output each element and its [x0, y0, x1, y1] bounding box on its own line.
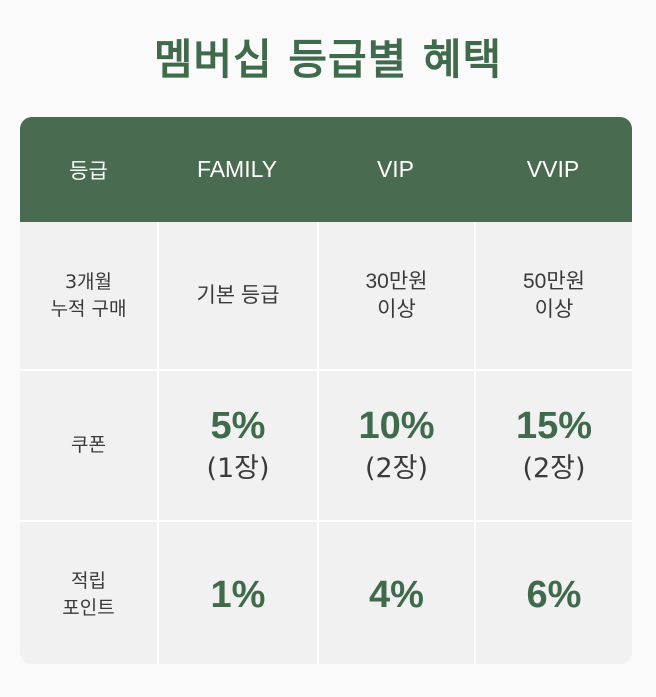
points-label-cell: 적립 포인트 [20, 522, 157, 664]
points-vvip-cell: 6% [474, 522, 632, 664]
points-family-cell: 1% [157, 522, 317, 664]
table-row-coupon: 쿠폰 5% (1장) 10% (2장) 15% (2장) [20, 371, 632, 520]
header-vip: VIP [376, 156, 415, 182]
purchase-label-cell: 3개월 누적 구매 [20, 222, 157, 369]
coupon-family-count: (1장) [206, 452, 270, 484]
coupon-family-percent: 5% [210, 404, 266, 447]
table-row-points: 적립 포인트 1% 4% 6% [20, 522, 632, 664]
membership-benefits-table: 등급 FAMILY VIP VVIP 3개월 누적 구매 기본 등급 30만원 … [20, 117, 632, 664]
table-header-row: 등급 FAMILY VIP VVIP [20, 117, 632, 222]
coupon-vip-percent: 10% [358, 404, 435, 447]
points-label-line1: 적립 [71, 570, 106, 592]
points-vvip-percent: 6% [526, 574, 582, 616]
header-vvip: VVIP [526, 156, 580, 182]
points-label-line2: 포인트 [62, 597, 115, 619]
purchase-vvip-line1: 50만원 [523, 269, 585, 293]
coupon-vip-count: (2장) [364, 452, 429, 484]
coupon-vvip-cell: 15% (2장) [474, 371, 632, 520]
purchase-vvip-cell: 50만원 이상 [474, 222, 632, 369]
purchase-vip-line1: 30만원 [365, 269, 428, 293]
purchase-label-line2: 누적 구매 [50, 297, 127, 320]
purchase-label-line1: 3개월 [64, 270, 113, 293]
purchase-vvip-line2: 이상 [534, 297, 574, 321]
purchase-family-value: 기본 등급 [196, 283, 280, 307]
points-vip-cell: 4% [317, 522, 474, 664]
coupon-vip-cell: 10% (2장) [317, 371, 474, 520]
coupon-label: 쿠폰 [71, 434, 106, 456]
points-vip-percent: 4% [369, 574, 424, 616]
table-row-purchase: 3개월 누적 구매 기본 등급 30만원 이상 50만원 이상 [20, 222, 632, 369]
coupon-family-cell: 5% (1장) [157, 371, 317, 520]
coupon-vvip-count: (2장) [522, 452, 586, 484]
header-grade: 등급 [69, 158, 108, 183]
row-divider [20, 520, 632, 522]
coupon-vvip-percent: 15% [515, 404, 593, 447]
coupon-label-cell: 쿠폰 [20, 371, 157, 520]
purchase-vip-cell: 30만원 이상 [317, 222, 474, 369]
points-family-percent: 1% [210, 574, 266, 616]
page-title: 멤버십 등급별 혜택 [153, 35, 503, 84]
purchase-family-cell: 기본 등급 [157, 222, 317, 369]
purchase-vip-line2: 이상 [377, 297, 416, 321]
header-family: FAMILY [196, 156, 278, 182]
row-divider [20, 369, 632, 371]
